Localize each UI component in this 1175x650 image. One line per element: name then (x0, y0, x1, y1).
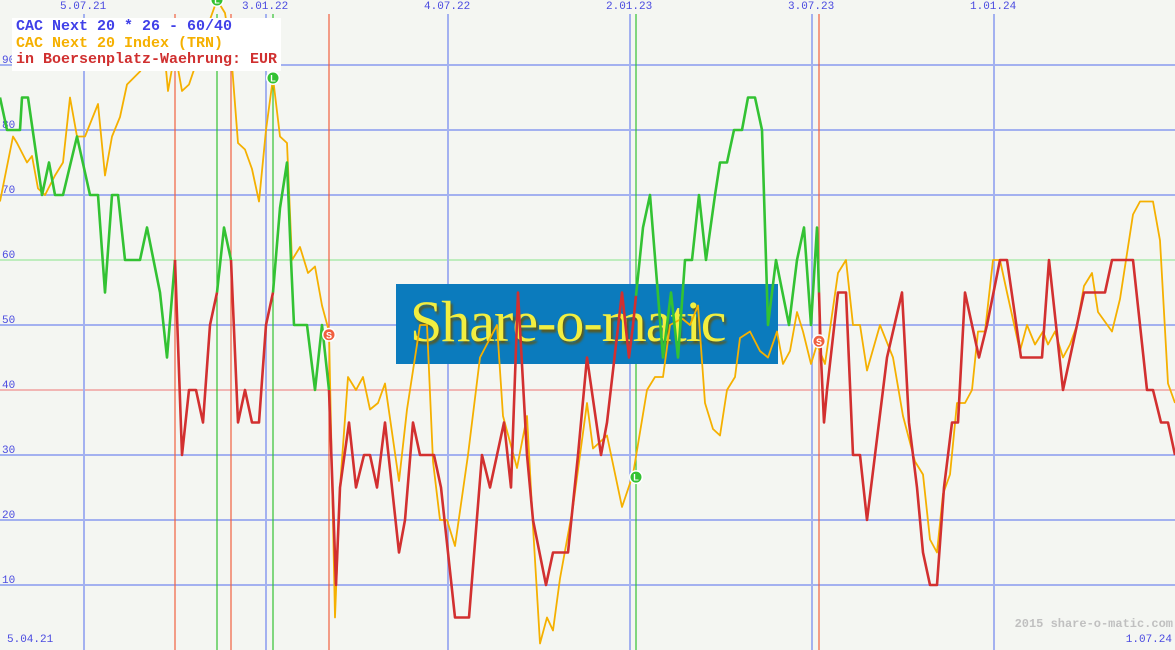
y-tick-label: 60 (2, 250, 15, 262)
y-tick-label: 50 (2, 315, 15, 327)
legend-index: CAC Next 20 Index (TRN) (16, 34, 224, 52)
marker-letter: L (214, 0, 220, 6)
y-tick-label: 90 (2, 55, 15, 67)
x-tick-label: 1.01.24 (970, 1, 1017, 13)
marker-dot (323, 329, 335, 341)
oscillator-line-flat (229, 259, 275, 424)
marker-dot (630, 471, 642, 483)
x-start-label: 5.04.21 (7, 634, 54, 646)
y-tick-label: 70 (2, 185, 15, 197)
y-tick-label: 10 (2, 575, 15, 587)
legend-currency: in Boersenplatz-Waehrung: EUR (16, 51, 278, 68)
sell-marker-icon: S (322, 327, 336, 342)
oscillator-line-long (271, 161, 331, 392)
x-tick-label: 5.07.21 (60, 1, 107, 13)
marker-letter: L (270, 74, 276, 84)
oscillator-line-flat (327, 291, 638, 619)
oscillator-line-flat (173, 259, 219, 457)
x-tick-label: 3.01.22 (242, 1, 289, 13)
y-tick-label: 30 (2, 445, 15, 457)
signal-markers: L L S L S (210, 0, 826, 485)
marker-dot (211, 0, 223, 6)
x-tick-label: 4.07.22 (424, 1, 471, 13)
marker-dot (267, 72, 279, 84)
x-tick-label: 2.01.23 (606, 1, 653, 13)
oscillator-line-flat (817, 258, 1175, 587)
x-tick-label: 3.07.23 (788, 1, 835, 13)
buy-marker-icon: L (629, 470, 643, 485)
marker-letter: S (326, 330, 332, 340)
legend-oscillator: CAC Next 20 * 26 - 60/40 (16, 18, 233, 35)
marker-letter: S (816, 337, 822, 347)
marker-letter: L (633, 473, 639, 483)
x-end-label: 1.07.24 (1125, 634, 1172, 646)
share-o-matic-logo: Share-o-matic (396, 284, 778, 364)
oscillator-line-long (215, 226, 233, 293)
buy-marker-icon: L (210, 0, 224, 7)
oscillator-line-long (0, 96, 177, 359)
legend: CAC Next 20 * 26 - 60/40 CAC Next 20 Ind… (12, 18, 282, 71)
watermark: 2015 share-o-matic.com (1014, 617, 1173, 631)
y-tick-label: 40 (2, 380, 15, 392)
y-tick-label: 20 (2, 510, 15, 522)
sell-marker-icon: S (812, 334, 826, 349)
marker-dot (813, 335, 825, 347)
oscillator-line-long (634, 96, 821, 359)
buy-marker-icon: L (266, 71, 280, 85)
